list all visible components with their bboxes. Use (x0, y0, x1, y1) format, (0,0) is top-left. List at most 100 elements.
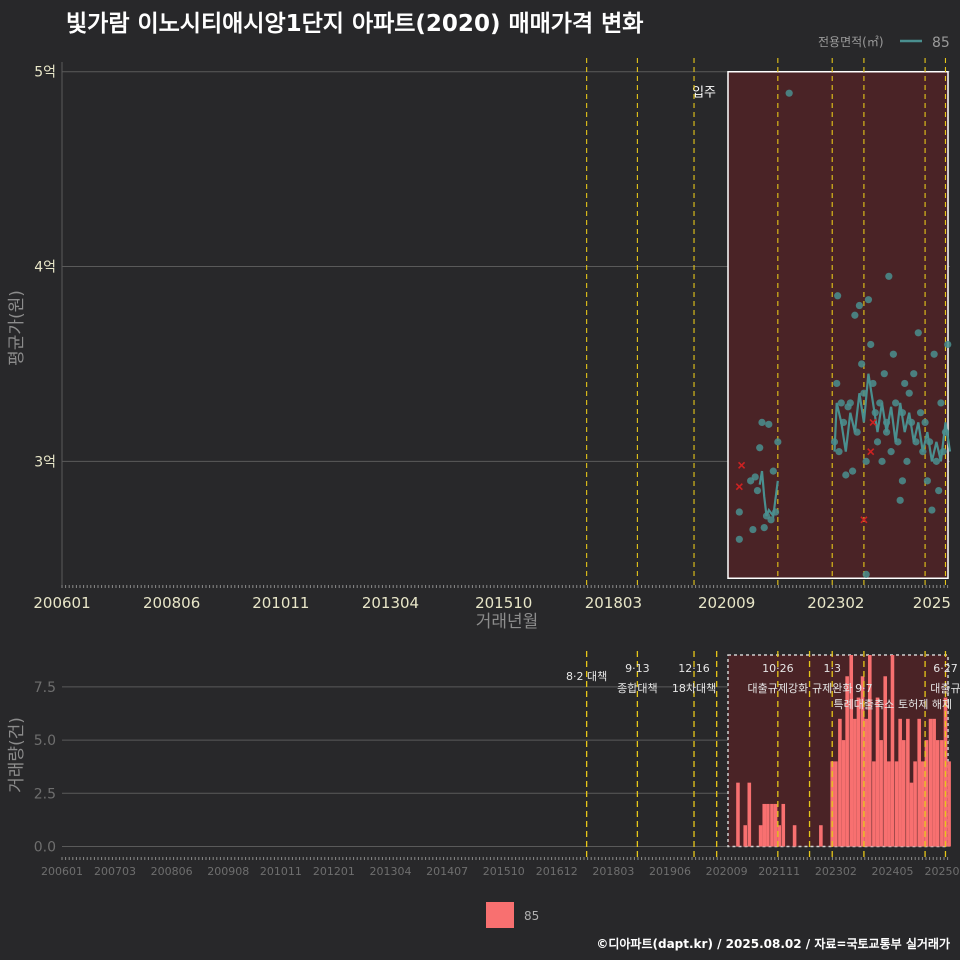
x-tick-label: 201803 (592, 865, 634, 878)
policy-label: 규제완화 (812, 682, 852, 695)
price-point (830, 438, 839, 446)
y-tick-label: 2.5 (34, 786, 56, 802)
price-point (774, 438, 782, 446)
price-point (937, 399, 945, 407)
price-point (878, 457, 886, 465)
price-point (873, 438, 882, 446)
policy-label: 대출규제강화 (747, 682, 808, 695)
volume-bar (909, 782, 914, 847)
cancelled-marker (860, 516, 868, 524)
volume-bar (864, 718, 868, 847)
price-point (751, 473, 759, 481)
volume-bar (906, 718, 910, 847)
price-point (941, 428, 950, 436)
x-tick-label: 2025 (913, 594, 951, 612)
volume-bar (932, 718, 936, 847)
x-tick-label: 200806 (151, 865, 193, 878)
move-in-label: 입주 (692, 86, 716, 101)
x-tick-label: 202405 (871, 865, 913, 878)
volume-bar (838, 718, 842, 847)
policy-label: 9·7 (855, 682, 873, 695)
price-point (760, 524, 768, 532)
x-tick-label: 202009 (706, 865, 748, 878)
volume-bar (834, 761, 838, 847)
legend-swatch (486, 902, 514, 928)
price-point (753, 486, 762, 495)
price-point (894, 438, 902, 446)
volume-bar (894, 761, 899, 847)
price-point (928, 506, 936, 514)
x-tick-label: 200601 (33, 594, 90, 612)
volume-bar (777, 825, 781, 847)
price-point (735, 508, 743, 516)
policy-label: 9·13 (625, 662, 650, 675)
x-tick-label: 201201 (313, 865, 355, 878)
volume-bar (853, 718, 857, 847)
price-point (901, 379, 909, 388)
price-point (833, 379, 841, 388)
price-point (855, 301, 863, 310)
volume-bar (841, 740, 846, 847)
price-point (869, 379, 877, 388)
legend-label: 85 (524, 909, 539, 923)
move-in-highlight (727, 70, 949, 580)
price-point (892, 399, 900, 407)
price-point (858, 360, 866, 368)
volume-bar (872, 761, 876, 847)
volume-bar (743, 825, 748, 847)
price-point (914, 329, 922, 337)
volume-bar (766, 803, 770, 847)
volume-bar (747, 782, 752, 847)
price-point (916, 409, 925, 417)
volume-bar (856, 697, 861, 847)
x-tick-label: 201510 (483, 865, 525, 878)
volume-bar (928, 718, 933, 847)
x-tick-label: 201803 (585, 594, 642, 612)
source-credit: ©디아파트(dapt.kr) / 2025.08.02 / 자료=국토교통부 실… (596, 937, 950, 951)
x-tick-label: 201304 (362, 594, 419, 612)
y-tick-label: 0.0 (34, 839, 56, 855)
x-axis-title: 거래년월 (476, 612, 539, 632)
x-tick-label: 200908 (207, 865, 249, 878)
price-point (769, 467, 777, 475)
x-tick-label: 200806 (143, 594, 200, 612)
volume-bar (762, 803, 767, 847)
volume-bar (736, 782, 740, 847)
price-point (771, 508, 780, 516)
policy-label: 특례대출축소 (834, 698, 895, 711)
x-tick-label: 201407 (426, 865, 468, 878)
price-point (756, 444, 764, 452)
volume-bar (898, 718, 902, 847)
volume-bar (947, 761, 951, 847)
price-point (944, 340, 952, 349)
policy-label: 8·2 대책 (566, 670, 607, 683)
price-point (910, 370, 918, 378)
volume-bar (917, 718, 921, 847)
cancelled-marker (738, 461, 746, 469)
y-tick-label: 7.5 (34, 680, 56, 696)
price-point (735, 535, 743, 543)
price-point (876, 399, 884, 407)
price-point (898, 477, 907, 485)
policy-label: 종합대책 (617, 682, 657, 695)
volume-bar (913, 761, 917, 847)
price-point (912, 438, 920, 446)
price-point (853, 428, 861, 436)
price-point (842, 471, 850, 479)
price-point (839, 418, 848, 427)
x-tick-label: 201612 (536, 865, 578, 878)
volume-bar (868, 655, 872, 847)
volume-bar (887, 761, 891, 847)
x-tick-label: 201011 (252, 594, 309, 612)
volume-bar (890, 655, 895, 847)
x-tick-label: 200703 (94, 865, 136, 878)
price-point (758, 418, 766, 427)
price-point (898, 409, 907, 417)
price-point (919, 448, 927, 456)
x-tick-label: 202302 (807, 594, 864, 612)
price-point (867, 340, 875, 349)
price-point (749, 525, 757, 534)
price-point (885, 272, 893, 280)
price-point (921, 418, 929, 427)
